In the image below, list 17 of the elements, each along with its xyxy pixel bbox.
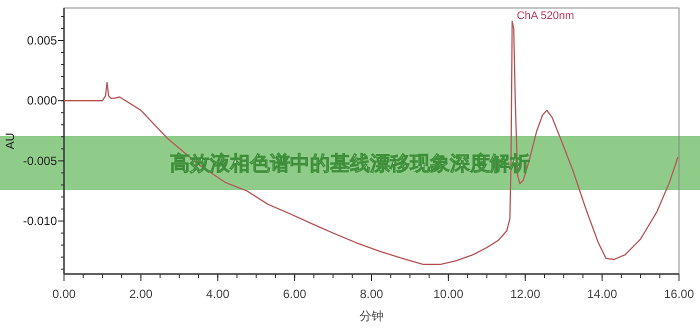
x-tick-label: 14.00 (587, 287, 618, 301)
x-tick-label: 16.00 (664, 287, 694, 301)
y-tick-label: 0.005 (26, 34, 58, 48)
y-tick-label: -0.010 (22, 214, 58, 228)
x-tick-label: 12.00 (510, 287, 541, 301)
y-tick-label: 0.000 (26, 94, 58, 108)
x-tick-label: 6.00 (282, 287, 307, 301)
x-tick-label: 4.00 (206, 287, 230, 301)
x-tick-label: 8.00 (360, 287, 384, 301)
x-tick-label: 10.00 (433, 287, 464, 301)
x-axis-title: 分钟 (360, 309, 384, 323)
x-tick-label: 2.00 (129, 287, 153, 301)
y-axis-title: AU (3, 132, 17, 150)
x-tick-label: 0.00 (52, 287, 76, 301)
line-series (63, 20, 678, 266)
y-tick-label: -0.005 (22, 154, 58, 168)
annotation: ChA 520nm (516, 10, 574, 22)
